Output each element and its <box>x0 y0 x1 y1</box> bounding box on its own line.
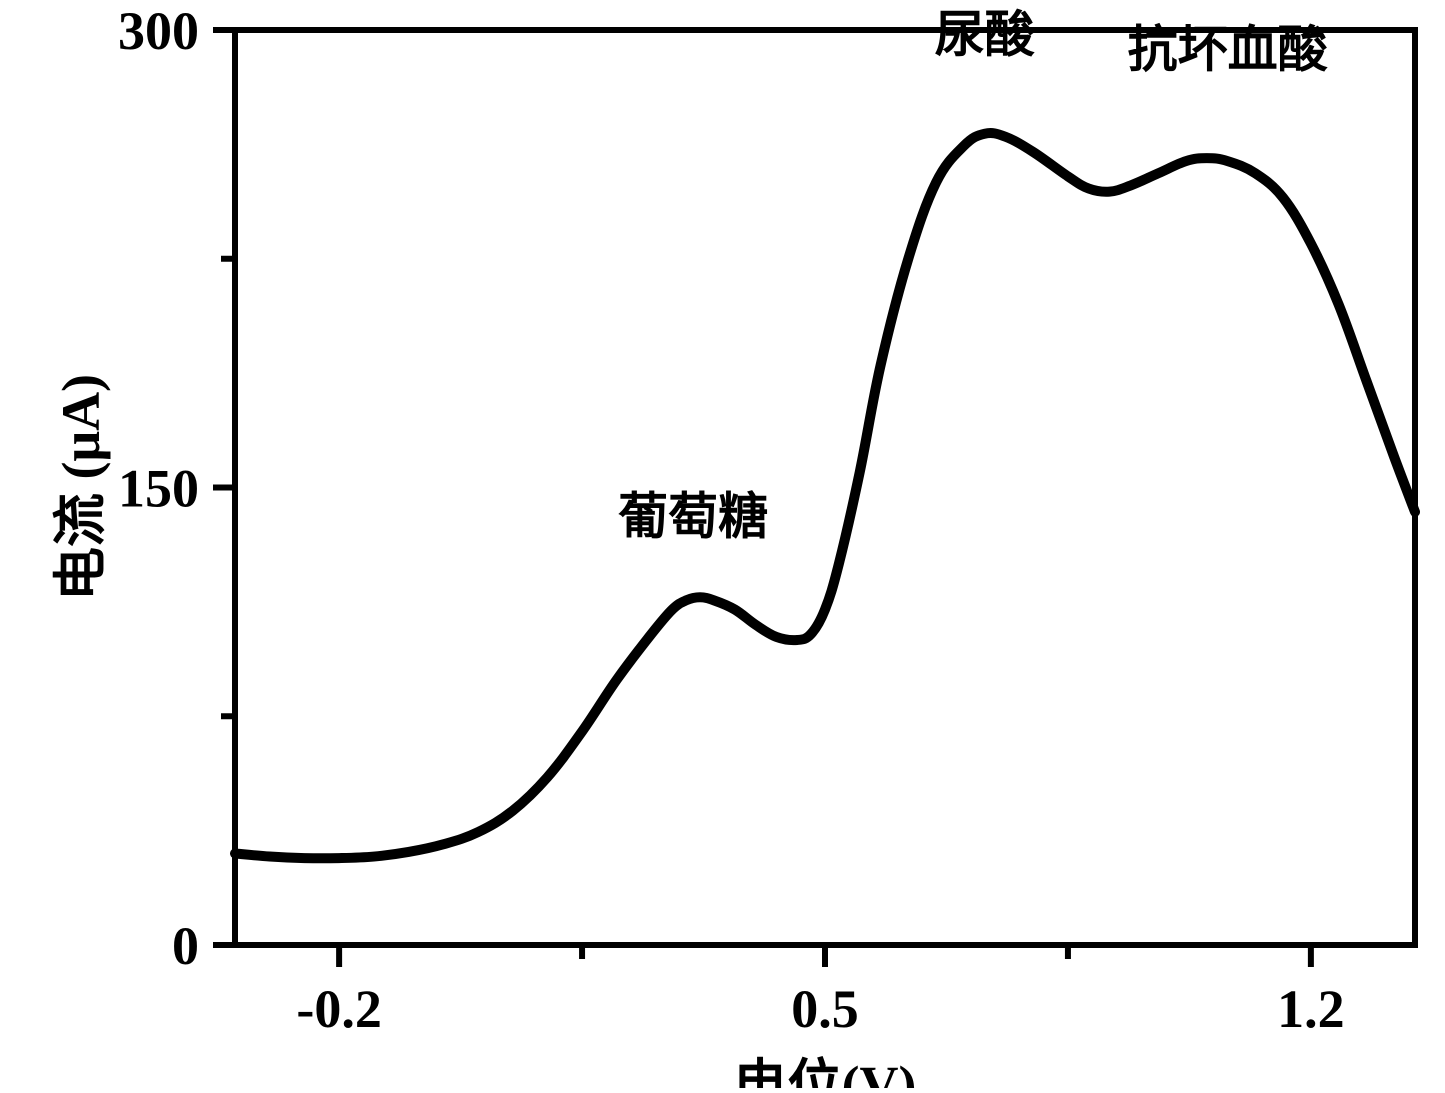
peak-annotation: 葡萄糖 <box>618 488 768 544</box>
y-tick-label: 150 <box>118 458 199 518</box>
x-axis-label: 电位(V) <box>734 1055 917 1088</box>
voltammogram-trace <box>235 133 1415 858</box>
y-tick-label: 300 <box>118 1 199 61</box>
y-tick-label: 0 <box>172 916 199 976</box>
voltammogram-chart: -0.2 0.5 1.2 电位(V) 0 150 300 电流 (μA) 尿酸 抗坏血酸葡萄糖 <box>0 0 1445 1093</box>
peak-annotation: 抗坏血酸 <box>1128 22 1329 78</box>
x-tick-label: 0.5 <box>791 979 859 1039</box>
x-tick-label: 1.2 <box>1277 979 1345 1039</box>
chart-svg: -0.2 0.5 1.2 电位(V) 0 150 300 电流 (μA) 尿酸 抗坏血酸葡萄糖 <box>0 0 1445 1088</box>
y-axis-label: 电流 (μA) <box>51 374 111 601</box>
x-tick-label: -0.2 <box>296 979 381 1039</box>
peak-annotation: 尿酸 <box>935 6 1036 62</box>
